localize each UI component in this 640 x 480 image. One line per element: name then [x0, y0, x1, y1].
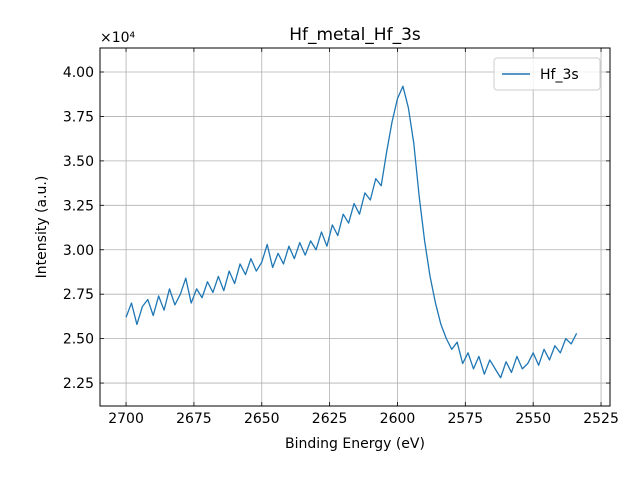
y-tick-label: 2.25: [63, 376, 94, 392]
y-tick-label: 3.50: [63, 154, 94, 170]
y-tick-label: 4.00: [63, 65, 94, 81]
y-tick-label: 3.75: [63, 109, 94, 125]
y-axis-label: Intensity (a.u.): [34, 176, 50, 279]
x-tick-label: 2650: [244, 411, 280, 427]
y-tick-label: 3.25: [63, 198, 94, 214]
x-tick-label: 2550: [515, 411, 551, 427]
legend-label: Hf_3s: [540, 67, 579, 83]
data-line: [125, 85, 578, 379]
legend: Hf_3s: [493, 57, 601, 91]
x-tick-label: 2575: [448, 411, 484, 427]
y-tick-label: 2.75: [63, 287, 94, 303]
chart-title: Hf_metal_Hf_3s: [289, 25, 421, 45]
x-tick-label: 2700: [108, 411, 144, 427]
x-tick-label: 2525: [583, 411, 619, 427]
y-offset-label: ×10⁴: [100, 30, 136, 46]
x-tick-label: 2625: [312, 411, 348, 427]
x-tick-label: 2675: [176, 411, 212, 427]
legend-box: [493, 57, 601, 91]
x-axis-label: Binding Energy (eV): [285, 436, 425, 452]
y-tick-label: 3.00: [63, 243, 94, 259]
x-tick-label: 2600: [380, 411, 416, 427]
plot-frame: [99, 47, 611, 407]
y-tick-label: 2.50: [63, 332, 94, 348]
